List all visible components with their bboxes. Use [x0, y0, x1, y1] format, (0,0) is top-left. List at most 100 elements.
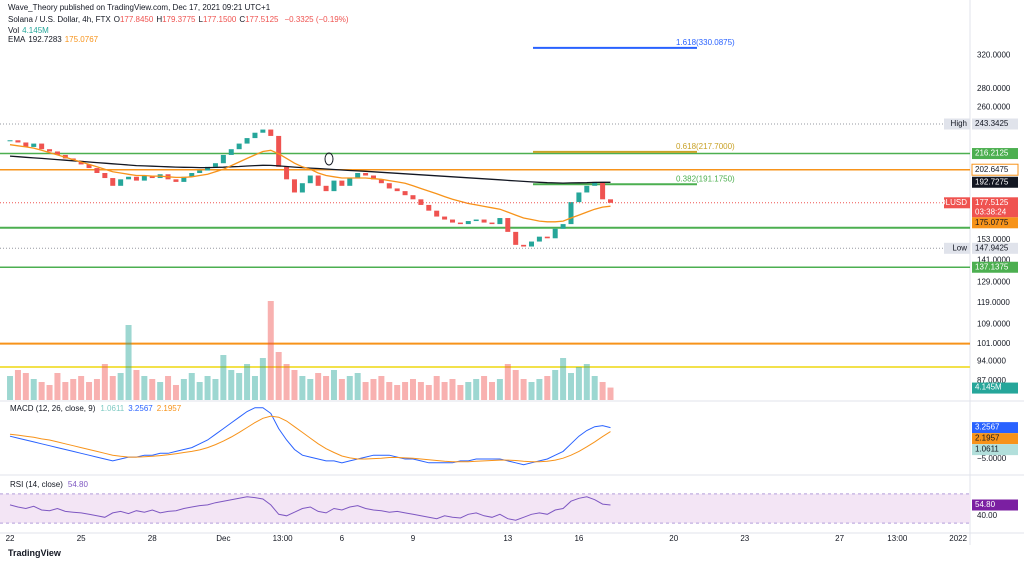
ohlc-value: 177.1500 — [202, 15, 237, 24]
volume-bar — [496, 379, 503, 400]
volume-bar — [86, 382, 93, 400]
legend-name: Vol — [8, 26, 20, 35]
tag-name-bg — [944, 118, 970, 130]
change: −0.3325 (−0.19%) — [284, 15, 349, 24]
y-tick-label: 40.00 — [977, 511, 998, 520]
candle — [513, 231, 519, 245]
price-tag-label: 202.6475 — [975, 165, 1009, 174]
candle — [276, 135, 282, 167]
candle — [394, 188, 400, 192]
candle — [15, 140, 21, 143]
volume-bar — [70, 379, 77, 400]
candle — [102, 173, 108, 179]
volume-bar — [552, 370, 559, 400]
volume-bar — [299, 376, 306, 400]
candle — [418, 199, 424, 205]
legend: Vol 4.145M EMA 192.7283 175.0767 — [8, 26, 101, 44]
volume-bar — [417, 382, 424, 400]
candle — [212, 163, 218, 167]
candle — [31, 143, 37, 147]
candle — [299, 183, 305, 193]
price-tag — [972, 499, 1018, 511]
volume-bar — [307, 379, 314, 400]
volume-bar — [54, 373, 61, 400]
y-tick-label: 260.0000 — [977, 103, 1011, 112]
x-tick-label: 9 — [411, 534, 416, 543]
price-tag-label: 137.1375 — [975, 262, 1009, 271]
volume-bar — [30, 379, 37, 400]
volume-bar — [338, 379, 345, 400]
y-tick-label: 94.0000 — [977, 357, 1006, 366]
volume-bar — [204, 376, 211, 400]
price-tag-label: 3.2567 — [975, 423, 1000, 432]
candle — [426, 204, 432, 211]
candle — [205, 166, 211, 171]
rsi-band — [0, 493, 970, 524]
price-tag — [972, 217, 1018, 229]
volume-bar — [125, 325, 132, 400]
publisher: Wave_Theory published on TradingView.com… — [8, 3, 271, 12]
volume-bar — [560, 358, 567, 400]
x-tick-label: 27 — [835, 534, 844, 543]
volume-bar — [78, 376, 85, 400]
volume-bar — [481, 376, 488, 400]
price-tag-label: 54.80 — [975, 500, 996, 509]
candle — [331, 180, 337, 192]
candle — [410, 195, 416, 200]
y-tick-label: 109.0000 — [977, 320, 1011, 329]
price-tag-label: 192.7275 — [975, 177, 1009, 186]
volume-bar — [291, 370, 298, 400]
volume-bar — [228, 370, 235, 400]
y-tick-label: 101.0000 — [977, 339, 1011, 348]
indicator-line — [9, 415, 611, 463]
candle — [465, 221, 471, 225]
tag-name: Low — [952, 243, 967, 252]
candle — [457, 222, 463, 225]
candle — [228, 149, 234, 155]
volume-bar — [172, 385, 179, 400]
volume-bar — [488, 382, 495, 400]
volume-bar — [196, 382, 203, 400]
candle — [536, 236, 542, 242]
volume-bar — [575, 367, 582, 400]
candle — [126, 176, 132, 180]
candle — [236, 143, 242, 150]
volume-bar — [157, 382, 164, 400]
volume-bar — [528, 382, 535, 400]
candle — [347, 178, 353, 186]
candle — [315, 175, 321, 186]
volume-bar — [409, 379, 416, 400]
volume-bar — [93, 379, 100, 400]
volume-bar — [457, 385, 464, 400]
volume-bar — [315, 373, 322, 400]
price-tag — [972, 261, 1018, 273]
price-tag — [972, 444, 1018, 456]
volume-tag-label: 4.145M — [975, 383, 1002, 392]
candle — [442, 216, 448, 220]
candle — [434, 210, 440, 217]
y-tick-label: 129.0000 — [977, 278, 1011, 287]
candle — [252, 132, 258, 139]
volume-bar — [165, 376, 172, 400]
y-tick-label: 320.0000 — [977, 51, 1011, 60]
candle — [608, 199, 614, 203]
tag-name: SOLUSD — [934, 198, 967, 207]
candle — [363, 173, 369, 176]
symbol-line: Solana / U.S. Dollar, 4h, FTX O177.8450 H1… — [8, 15, 352, 24]
x-tick-label: 6 — [340, 534, 345, 543]
volume-bar — [62, 382, 69, 400]
volume-bar — [568, 373, 575, 400]
ohlc: O177.8450 H179.3775 L177.1500 C177.5125 — [114, 15, 282, 24]
volume-bar — [504, 364, 511, 400]
volume-bar — [330, 370, 337, 400]
volume-bar — [512, 370, 519, 400]
candle — [386, 183, 392, 189]
x-tick-label: 16 — [574, 534, 583, 543]
legend-row: Vol 4.145M — [8, 26, 101, 35]
candle — [133, 176, 139, 181]
candle — [110, 178, 116, 186]
volume-bar — [362, 382, 369, 400]
price-tag-label: 1.0611 — [975, 445, 999, 454]
candle — [505, 218, 511, 232]
